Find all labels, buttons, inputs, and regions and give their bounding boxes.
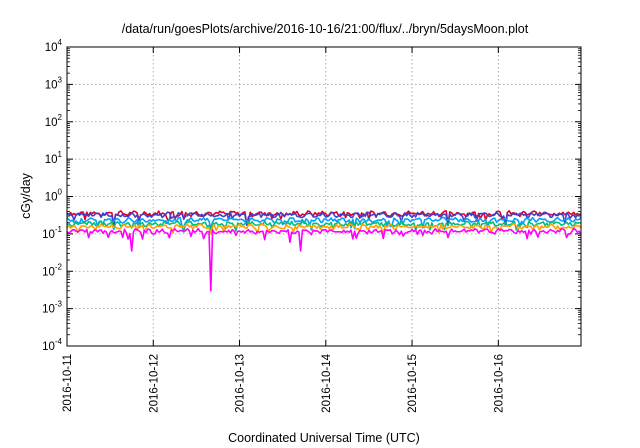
- series-line: [66, 220, 582, 233]
- y-tick-label: 10-4: [42, 337, 62, 353]
- series-group: [66, 210, 582, 292]
- x-tick-label: 2016-10-11: [62, 354, 74, 412]
- y-axis-label: cGy/day: [19, 172, 33, 219]
- x-tick-label: 2016-10-16: [493, 354, 505, 413]
- y-tick-label: 103: [45, 75, 63, 91]
- series-line: [66, 227, 582, 292]
- y-tick-label: 10-1: [42, 225, 62, 241]
- grid: [66, 46, 581, 347]
- y-tick-label: 101: [45, 150, 63, 166]
- y-tick-label: 10-3: [42, 300, 62, 316]
- x-tick-label: 2016-10-14: [321, 353, 333, 412]
- x-tick-label: 2016-10-15: [407, 354, 419, 413]
- x-tick-label: 2016-10-13: [235, 354, 247, 413]
- series-line: [66, 223, 582, 235]
- plot-frame: [66, 46, 582, 347]
- series-line: [66, 211, 582, 227]
- y-tick-label: 104: [45, 38, 63, 54]
- x-tick-label: 2016-10-12: [148, 354, 160, 413]
- y-tick-label: 100: [45, 188, 63, 204]
- x-tick-labels: 2016-10-11 2016-10-12 2016-10-13 2016-10-14…: [62, 353, 505, 412]
- chart-title: /data/run/goesPlots/archive/2016-10-16/2…: [122, 22, 529, 36]
- series-line: [66, 216, 582, 230]
- y-tick-label: 10-2: [42, 262, 62, 278]
- x-axis-label: Coordinated Universal Time (UTC): [228, 431, 420, 445]
- y-tick-labels: 10-4 10-3 10-2 10-1 100 101 102 103 104: [42, 38, 62, 353]
- y-tick-label: 102: [45, 113, 63, 129]
